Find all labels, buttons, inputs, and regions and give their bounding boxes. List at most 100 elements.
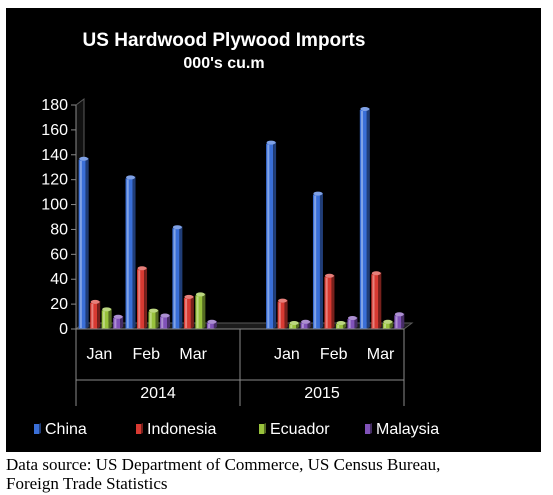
y-tick-label: 80 <box>50 221 68 238</box>
bar-chart: US Hardwood Plywood Imports 000's cu.m 0… <box>34 30 439 438</box>
legend-swatch <box>365 424 370 434</box>
bar-highlight <box>384 323 387 328</box>
bar-top <box>383 319 393 324</box>
bar-highlight <box>395 316 398 328</box>
bar-highlight <box>196 296 199 328</box>
bar-side <box>120 315 124 329</box>
bar-front <box>113 317 121 329</box>
bar-front <box>160 316 168 329</box>
bar <box>183 294 194 329</box>
bar-highlight <box>348 320 351 328</box>
x-tick-label: Jan <box>274 346 300 363</box>
bar-front <box>148 311 156 329</box>
bar <box>394 312 405 329</box>
source-note: Data source: US Department of Commerce, … <box>6 455 551 493</box>
bar-highlight <box>79 160 82 328</box>
bar <box>324 273 335 329</box>
bar <box>347 316 358 329</box>
bar-top <box>126 175 136 180</box>
bar-front <box>335 324 343 329</box>
y-tick-label: 40 <box>50 271 68 288</box>
bar-side <box>378 272 382 329</box>
bar-front <box>359 109 367 329</box>
source-line-1: Data source: US Department of Commerce, … <box>6 455 441 474</box>
legend-swatch-side <box>141 423 143 434</box>
bar-highlight <box>138 270 141 328</box>
bar-top <box>324 273 334 278</box>
bar-front <box>78 159 86 329</box>
bar-highlight <box>325 277 328 328</box>
bar-front <box>324 276 332 329</box>
bar-top <box>371 271 381 276</box>
y-tick-label: 180 <box>41 97 68 114</box>
bar-top <box>360 106 370 111</box>
bar <box>289 321 300 329</box>
bar-front <box>394 315 402 329</box>
bar-top <box>90 299 100 304</box>
bar <box>137 266 148 329</box>
legend-label: Malaysia <box>376 421 439 438</box>
x-tick-label: Feb <box>320 346 348 363</box>
y-tick-label: 140 <box>41 147 68 164</box>
bar-side <box>319 192 323 329</box>
bar <box>113 314 124 329</box>
legend-swatch-side <box>39 423 41 434</box>
bar-highlight <box>361 110 364 328</box>
x-group-label: 2015 <box>304 385 340 402</box>
bar-highlight <box>126 179 129 328</box>
bar <box>172 225 183 329</box>
bar-highlight <box>314 195 317 328</box>
legend-swatch <box>136 424 141 434</box>
y-tick-label: 20 <box>50 296 68 313</box>
bar-side <box>108 308 112 329</box>
bar-front <box>347 319 355 329</box>
bar-top <box>266 140 276 145</box>
bar-top <box>394 312 404 317</box>
bar-highlight <box>185 298 188 328</box>
bar-highlight <box>372 275 375 328</box>
bar-front <box>266 143 274 329</box>
bar-top <box>336 321 346 326</box>
bar-front <box>312 194 320 329</box>
bar-highlight <box>114 318 117 328</box>
legend-item: Indonesia <box>136 421 216 438</box>
legend-label: Ecuador <box>270 421 330 438</box>
bar-top <box>184 294 194 299</box>
bar-top <box>102 307 112 312</box>
x-group-label: 2014 <box>140 385 176 402</box>
bar-highlight <box>267 144 270 328</box>
bar-front <box>382 322 390 329</box>
bar <box>148 308 159 329</box>
bar-side <box>167 314 171 329</box>
bar-top <box>347 316 357 321</box>
legend-label: Indonesia <box>147 421 216 438</box>
bar-front <box>371 274 379 329</box>
bar-highlight <box>161 317 164 328</box>
bar-front <box>183 297 191 329</box>
bar-side <box>401 313 405 329</box>
bar-side <box>144 267 148 329</box>
chart-panel: US Hardwood Plywood Imports 000's cu.m 0… <box>6 8 541 452</box>
bar <box>277 298 288 329</box>
bar-side <box>97 300 101 329</box>
legend-swatch <box>34 424 39 434</box>
bar-side <box>366 107 370 329</box>
bar-highlight <box>337 325 340 328</box>
bar-front <box>195 295 203 329</box>
y-tick-label: 100 <box>41 197 68 214</box>
bar <box>371 271 382 329</box>
plot-area: 0 20 40 60 80 100 120 140 160 180 Jan Feb Mar 2014 Jan… <box>41 97 414 406</box>
bar-highlight <box>208 323 211 328</box>
x-tick-label: Mar <box>179 346 207 363</box>
bar <box>90 299 101 329</box>
bar-side <box>354 317 358 329</box>
bar <box>125 175 136 329</box>
bar-side <box>331 274 335 329</box>
bar-side <box>284 299 288 329</box>
bar <box>335 321 346 329</box>
bar-side <box>85 157 89 329</box>
bar-side <box>155 309 159 329</box>
bar-top <box>137 266 147 271</box>
bar-top <box>289 321 299 326</box>
bar-highlight <box>301 323 304 328</box>
